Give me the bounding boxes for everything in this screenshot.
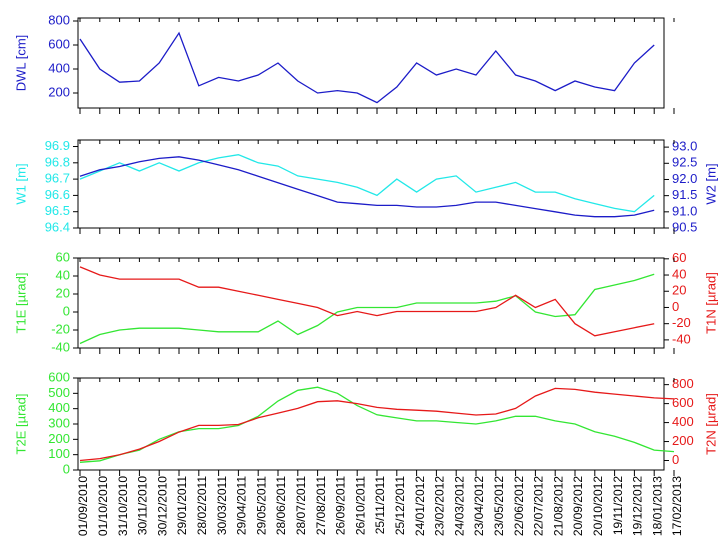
x-tick-label: 19/12/2012 (631, 476, 645, 536)
plot-frame (77, 17, 665, 109)
y-tick-label: 800 (672, 376, 694, 391)
y-tick-label: -20 (672, 315, 691, 330)
x-tick-label: 25/11/2011 (373, 476, 387, 535)
y-tick-label: 600 (48, 369, 70, 384)
y-tick-label: 500 (48, 385, 70, 400)
y-tick-label: 200 (48, 84, 70, 99)
y-tick-label: 0 (672, 452, 679, 467)
data-line (79, 266, 655, 337)
y-axis-title: T2E [µrad] (13, 394, 28, 455)
x-tick-label: 28/07/2011 (294, 476, 308, 535)
data-line (79, 156, 655, 218)
y-tick-label: -40 (672, 331, 691, 346)
x-tick-label: 01/10/2010 (96, 476, 110, 536)
y-tick-label: 40 (56, 267, 70, 282)
y-tick-label: 100 (48, 446, 70, 461)
y-tick-label: 96.6 (45, 187, 70, 202)
y-tick-label: 96.7 (45, 171, 70, 186)
y-tick-label: 300 (48, 415, 70, 430)
x-tick-label: 22/07/2012 (532, 476, 546, 536)
y-tick-label: 40 (672, 266, 686, 281)
y-axis-title: DWL [cm] (13, 35, 28, 92)
x-tick-label: 30/03/2011 (215, 476, 229, 535)
data-line (79, 154, 655, 213)
x-tick-label: 30/12/2010 (155, 476, 169, 536)
y-tick-label: 20 (672, 283, 686, 298)
x-tick-label: 29/04/2011 (235, 476, 249, 535)
x-tick-label: 29/01/2011 (175, 476, 189, 535)
y-tick-label: 200 (672, 433, 694, 448)
x-tick-label: 24/01/2012 (413, 476, 427, 536)
y-tick-label: 60 (672, 250, 686, 265)
x-tick-label: 30/11/2010 (136, 476, 150, 535)
y-tick-label: -40 (51, 339, 70, 354)
x-tick-label: 28/06/2011 (274, 476, 288, 535)
x-tick-label: 23/04/2012 (472, 476, 486, 536)
y-tick-label: 400 (672, 414, 694, 429)
data-line (79, 273, 655, 345)
y-tick-label: 93.0 (672, 139, 697, 154)
x-tick-label: 21/08/2012 (551, 476, 565, 536)
x-tick-label: 26/09/2011 (334, 476, 348, 535)
y2-axis-title: W2 [m] (703, 163, 718, 204)
y-tick-label: 60 (56, 249, 70, 264)
y-tick-label: 800 (48, 12, 70, 27)
y-tick-label: 96.5 (45, 203, 70, 218)
plot-frame (77, 257, 665, 349)
x-tick-label: 29/05/2011 (254, 476, 268, 535)
y-tick-label: 600 (48, 36, 70, 51)
y-tick-label: 90.5 (672, 219, 697, 234)
y-tick-label: 400 (48, 60, 70, 75)
y-tick-label: 91.5 (672, 187, 697, 202)
data-line (79, 31, 655, 104)
y-tick-label: 0 (672, 299, 679, 314)
y-tick-label: -20 (51, 321, 70, 336)
y-tick-label: 91.0 (672, 203, 697, 218)
x-tick-label: 24/03/2012 (452, 476, 466, 536)
x-tick-label: 17/02/2013 (670, 476, 684, 536)
y-tick-label: 400 (48, 400, 70, 415)
y-tick-label: 20 (56, 285, 70, 300)
x-tick-label: 19/11/2012 (611, 476, 625, 535)
y-axis-title: T1E [µrad] (13, 273, 28, 334)
x-tick-label: 23/05/2012 (492, 476, 506, 536)
x-tick-label: 31/10/2010 (116, 476, 130, 536)
x-tick-label: 01/09/2010 (76, 476, 90, 536)
x-tick-label: 22/06/2012 (512, 476, 526, 536)
x-tick-label: 20/09/2012 (571, 476, 585, 536)
x-tick-label: 25/12/2011 (393, 476, 407, 535)
x-tick-label: 27/08/2011 (314, 476, 328, 535)
y-tick-label: 96.8 (45, 154, 70, 169)
y-axis-title: W1 [m] (13, 163, 28, 204)
y-tick-label: 0 (63, 461, 70, 476)
x-tick-label: 28/02/2011 (195, 476, 209, 535)
y-tick-label: 92.5 (672, 155, 697, 170)
x-tick-label: 20/10/2012 (591, 476, 605, 536)
y2-axis-title: T2N [µrad] (703, 393, 718, 455)
y-tick-label: 0 (63, 303, 70, 318)
data-line (79, 386, 675, 463)
x-tick-label: 26/10/2011 (353, 476, 367, 535)
x-tick-label: 23/02/2012 (433, 476, 447, 536)
x-tick-label: 18/01/2013 (650, 476, 664, 536)
y-tick-label: 200 (48, 431, 70, 446)
y-tick-label: 600 (672, 395, 694, 410)
y-tick-label: 96.9 (45, 138, 70, 153)
data-line (79, 387, 675, 462)
plot-frame (77, 139, 665, 229)
y2-axis-title: T1N [µrad] (703, 272, 718, 334)
y-tick-label: 92.0 (672, 171, 697, 186)
y-tick-label: 96.4 (45, 219, 70, 234)
